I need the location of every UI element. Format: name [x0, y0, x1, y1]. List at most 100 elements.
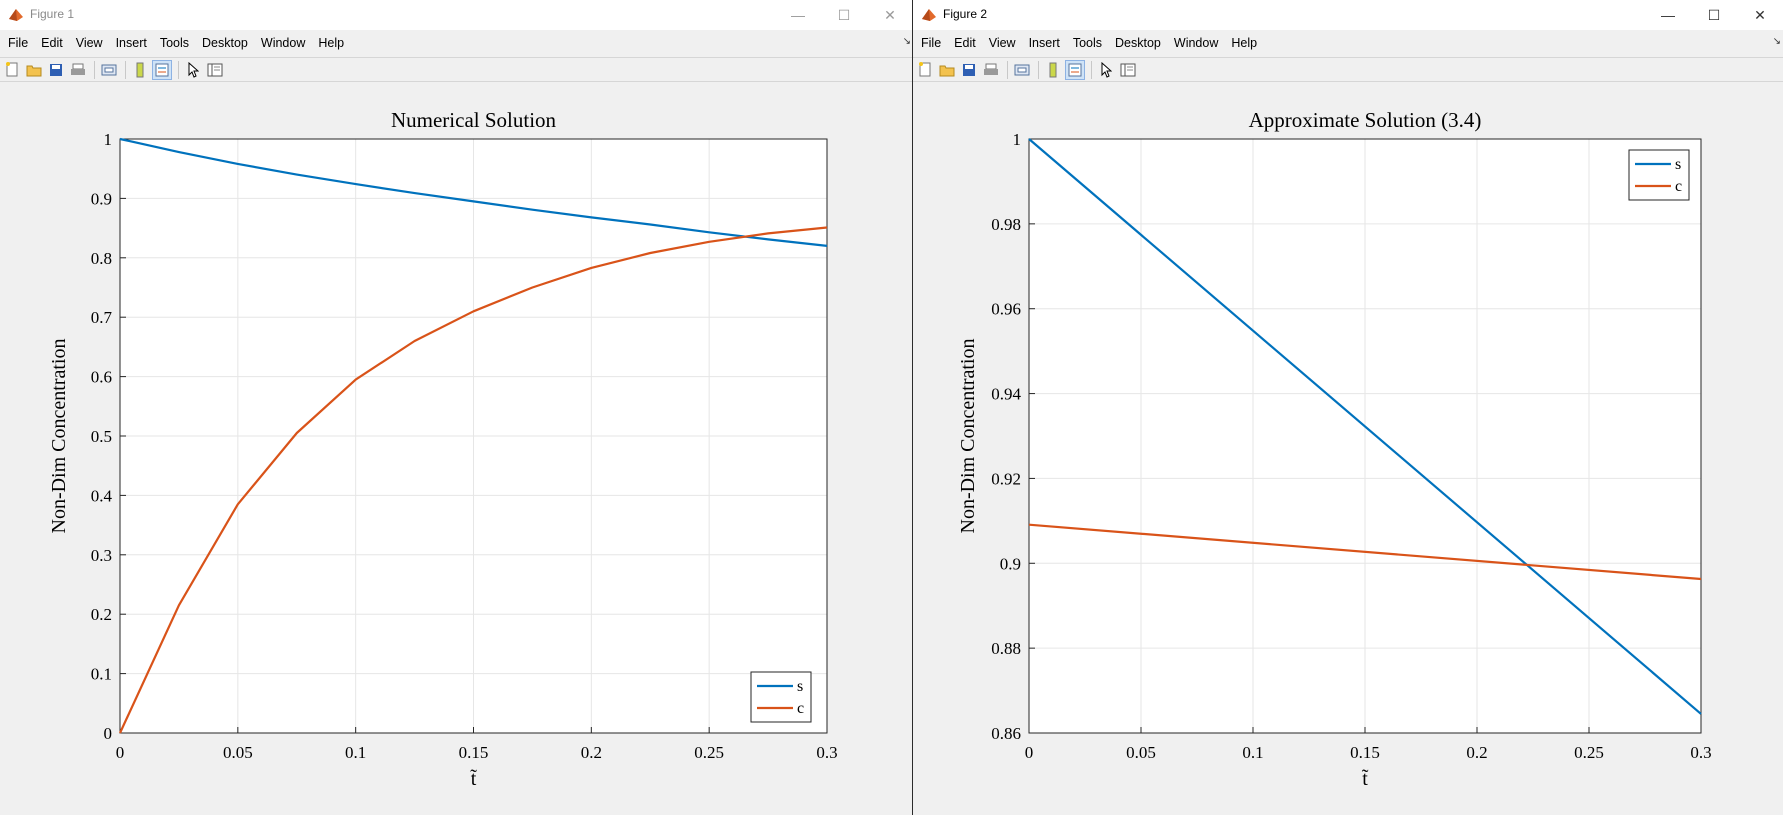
minimize-icon[interactable]: —: [1661, 7, 1675, 23]
minimize-icon[interactable]: —: [791, 7, 805, 23]
chart-title: Numerical Solution: [391, 108, 557, 132]
menu-edit[interactable]: Edit: [954, 36, 976, 50]
matlab-icon: [922, 9, 936, 21]
menu-desktop[interactable]: Desktop: [1115, 36, 1161, 50]
window-title: Figure 1: [30, 7, 75, 21]
save-icon[interactable]: [46, 60, 66, 80]
y-tick-label: 0.6: [91, 368, 112, 387]
dock-arrow-icon[interactable]: ↘: [1772, 36, 1781, 47]
window-title: Figure 2: [943, 7, 988, 21]
y-tick-label: 1: [104, 130, 113, 149]
x-tick-label: 0.1: [345, 743, 366, 762]
menu-bar: File Edit View Insert Tools Desktop Wind…: [913, 30, 1783, 56]
x-tick-label: 0.05: [1126, 743, 1156, 762]
new-figure-icon[interactable]: [2, 60, 22, 80]
legend-label-s: s: [1675, 156, 1681, 173]
maximize-icon[interactable]: ☐: [837, 6, 851, 23]
property-editor-icon[interactable]: [205, 60, 225, 80]
plot-area[interactable]: 0 0.05 0.1 0.15 0.2 0.25 0.3 0.86 0.88 0.9 0.92 0.9…: [913, 81, 1783, 815]
y-tick-label: 0.92: [991, 469, 1021, 488]
pointer-icon[interactable]: [183, 60, 203, 80]
menu-view[interactable]: View: [988, 36, 1016, 50]
title-bar[interactable]: Figure 2 — ☐ ✕: [913, 0, 1783, 30]
menu-file[interactable]: File: [921, 36, 942, 50]
y-tick-label: 0.1: [91, 665, 112, 684]
menu-tools[interactable]: Tools: [159, 36, 190, 50]
chart-title: Approximate Solution (3.4): [1249, 108, 1482, 132]
x-tick-label: 0.25: [1574, 743, 1604, 762]
open-file-icon[interactable]: [24, 60, 44, 80]
legend-box: [750, 671, 812, 723]
legend-icon[interactable]: [1065, 59, 1085, 80]
x-axis-label: t̃: [470, 768, 477, 790]
x-axis-label: t̃: [1362, 768, 1369, 790]
series-line-c: [119, 226, 828, 734]
menu-file[interactable]: File: [8, 36, 29, 50]
menu-bar: File Edit View Insert Tools Desktop Wind…: [0, 30, 913, 56]
x-tick-label: 0.1: [1242, 743, 1263, 762]
y-tick-label: 0.8: [91, 249, 112, 268]
menu-window[interactable]: Window: [1173, 36, 1219, 50]
y-tick-label: 0.88: [991, 639, 1021, 658]
link-plot-icon[interactable]: [1012, 60, 1032, 80]
menu-edit[interactable]: Edit: [41, 36, 63, 50]
y-tick-label: 0.2: [91, 605, 112, 624]
menu-tools[interactable]: Tools: [1072, 36, 1103, 50]
maximize-icon[interactable]: ☐: [1707, 6, 1721, 23]
y-tick-label: 0.9: [91, 189, 112, 208]
series-line-s: [119, 137, 828, 247]
toolbar: [0, 57, 913, 82]
x-tick-label: 0.15: [1350, 743, 1380, 762]
colorbar-icon[interactable]: [1043, 60, 1063, 80]
link-plot-icon[interactable]: [99, 60, 119, 80]
axes-frame: [1028, 138, 1702, 734]
figure-2-window: Figure 2 — ☐ ✕ File Edit View Insert Too…: [913, 0, 1783, 815]
print-icon[interactable]: [981, 60, 1001, 80]
colorbar-icon[interactable]: [130, 60, 150, 80]
x-tick-label: 0.2: [581, 743, 602, 762]
toolbar: [913, 57, 1783, 82]
y-tick-label: 0.3: [91, 546, 112, 565]
legend-label-s: s: [797, 678, 803, 695]
x-tick-label: 0.25: [694, 743, 724, 762]
series-line-s: [1028, 138, 1702, 715]
x-tick-label: 0.15: [459, 743, 489, 762]
dock-arrow-icon[interactable]: ↘: [902, 36, 911, 47]
menu-insert[interactable]: Insert: [115, 36, 147, 50]
x-tick-label: 0.2: [1466, 743, 1487, 762]
print-icon[interactable]: [68, 60, 88, 80]
save-icon[interactable]: [959, 60, 979, 80]
close-icon[interactable]: ✕: [1754, 6, 1766, 23]
y-axis-label: Non-Dim Concentration: [957, 339, 979, 534]
menu-desktop[interactable]: Desktop: [202, 36, 248, 50]
menu-window[interactable]: Window: [260, 36, 306, 50]
y-tick-label: 0.5: [91, 427, 112, 446]
y-tick-label: 0.98: [991, 215, 1021, 234]
pointer-icon[interactable]: [1096, 60, 1116, 80]
legend-icon[interactable]: [152, 59, 172, 80]
title-bar[interactable]: Figure 1 — ☐ ✕: [0, 0, 913, 30]
menu-insert[interactable]: Insert: [1028, 36, 1060, 50]
close-icon[interactable]: ✕: [884, 6, 896, 23]
y-tick-label: 0.7: [91, 308, 113, 327]
y-tick-label: 0.9: [1000, 554, 1021, 573]
y-tick-label: 0.94: [991, 385, 1021, 404]
plot-area[interactable]: 0 0.05 0.1 0.15 0.2 0.25 0.3 0 0.1 0.2 0.3 0.4 0.5 0.…: [0, 81, 913, 815]
y-tick-label: 0.86: [991, 724, 1021, 743]
legend-label-c: c: [1675, 178, 1682, 195]
legend-box: [1628, 149, 1690, 201]
y-axis-label: Non-Dim Concentration: [48, 339, 70, 534]
menu-view[interactable]: View: [75, 36, 103, 50]
x-tick-label: 0.3: [1690, 743, 1711, 762]
open-file-icon[interactable]: [937, 60, 957, 80]
new-figure-icon[interactable]: [915, 60, 935, 80]
menu-help[interactable]: Help: [1231, 36, 1258, 50]
menu-help[interactable]: Help: [318, 36, 345, 50]
x-tick-label: 0.05: [223, 743, 253, 762]
series-line-c: [1028, 523, 1702, 581]
y-tick-label: 1: [1013, 130, 1022, 149]
figure-1-window: Figure 1 — ☐ ✕ File Edit View Insert Too…: [0, 0, 913, 815]
y-tick-label: 0: [104, 724, 113, 743]
property-editor-icon[interactable]: [1118, 60, 1138, 80]
x-tick-label: 0: [1025, 743, 1034, 762]
